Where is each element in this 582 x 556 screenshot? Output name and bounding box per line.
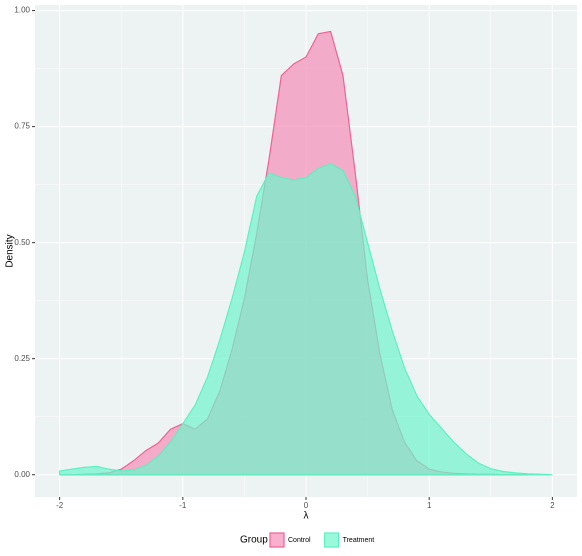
density-area bbox=[59, 163, 553, 476]
y-tick-label: 0.75 bbox=[14, 122, 30, 131]
legend-swatch bbox=[269, 532, 285, 548]
x-tick-label: 1 bbox=[427, 501, 432, 510]
x-tick-label: 2 bbox=[550, 501, 555, 510]
x-tick-label: 0 bbox=[304, 501, 309, 510]
y-tick-label: 0.25 bbox=[14, 354, 30, 363]
y-tick-label: 0.00 bbox=[14, 470, 30, 479]
legend-swatch bbox=[323, 532, 340, 548]
x-axis-title: λ bbox=[304, 511, 309, 522]
legend-label: Treatment bbox=[343, 537, 375, 544]
y-axis-title: Density bbox=[5, 234, 16, 267]
x-tick-label: -1 bbox=[179, 501, 187, 510]
y-tick-label: 1.00 bbox=[14, 6, 30, 15]
legend-title: Group bbox=[240, 535, 268, 546]
legend-label: Control bbox=[288, 537, 311, 544]
y-tick-label: 0.50 bbox=[14, 238, 30, 247]
x-tick-label: -2 bbox=[56, 501, 64, 510]
